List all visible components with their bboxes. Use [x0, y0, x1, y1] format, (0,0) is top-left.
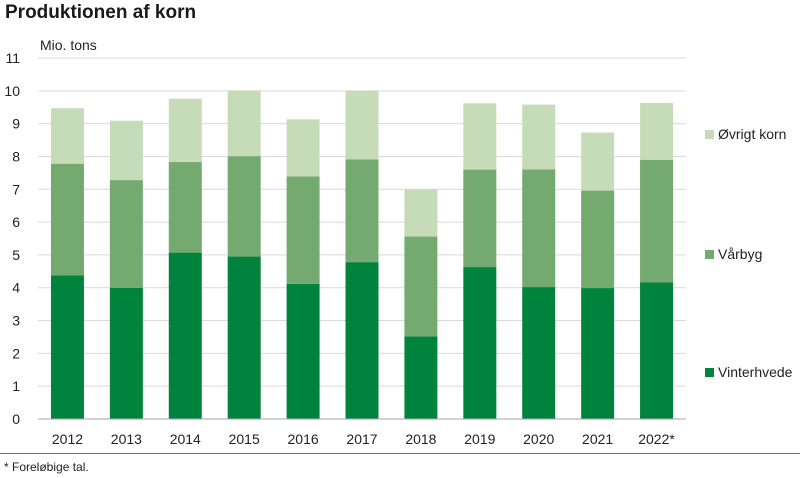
bar-segment-øvrigt-korn[interactable] [581, 132, 615, 191]
bar-segment-vinterhvede[interactable] [640, 282, 674, 419]
legend-swatch [705, 130, 714, 139]
x-tick-label: 2015 [229, 431, 260, 447]
bar-segment-vinterhvede[interactable] [109, 287, 143, 419]
y-tick-label: 3 [12, 313, 20, 329]
legend-label: Vårbyg [718, 246, 762, 262]
bar-segment-vårbyg[interactable] [227, 156, 261, 257]
bar-segment-øvrigt-korn[interactable] [109, 120, 143, 181]
x-tick-label: 2021 [582, 431, 613, 447]
bar-segment-øvrigt-korn[interactable] [50, 108, 84, 164]
bar-segment-øvrigt-korn[interactable] [640, 102, 674, 160]
y-tick-label: 0 [12, 411, 20, 427]
bar-segment-vinterhvede[interactable] [463, 267, 497, 419]
y-tick-label: 6 [12, 214, 20, 230]
bar-segment-vinterhvede[interactable] [50, 275, 84, 419]
x-tick-label: 2022* [638, 431, 675, 447]
x-tick-label: 2014 [170, 431, 201, 447]
bar-segment-vårbyg[interactable] [404, 236, 438, 337]
bar-segment-vårbyg[interactable] [581, 190, 615, 289]
y-tick-label: 10 [4, 83, 20, 99]
bar-segment-vinterhvede[interactable] [286, 283, 320, 419]
y-tick-label: 2 [12, 345, 20, 361]
bar-segment-øvrigt-korn[interactable] [463, 103, 497, 170]
legend-swatch [705, 368, 714, 377]
bar-segment-vinterhvede[interactable] [345, 262, 379, 419]
bar-segment-vinterhvede[interactable] [581, 288, 615, 419]
bar-segment-vårbyg[interactable] [50, 163, 84, 276]
y-tick-label: 7 [12, 181, 20, 197]
legend-label: Øvrigt korn [718, 126, 786, 142]
y-tick-label: 9 [12, 116, 20, 132]
legend[interactable]: Øvrigt korn Vårbyg Vinterhvede [705, 126, 793, 380]
bottom-rule [0, 453, 800, 454]
x-tick-label: 2018 [405, 431, 436, 447]
bar-segment-vårbyg[interactable] [522, 169, 556, 288]
y-axis-label: Mio. tons [40, 37, 97, 53]
bar-segment-vinterhvede[interactable] [404, 336, 438, 419]
bar-segment-vårbyg[interactable] [109, 180, 143, 288]
x-tick-label: 2013 [111, 431, 142, 447]
chart-title: Produktionen af korn [5, 2, 197, 23]
x-tick-label: 2020 [523, 431, 554, 447]
bar-segment-vårbyg[interactable] [640, 159, 674, 283]
bar-segment-vinterhvede[interactable] [168, 252, 202, 419]
x-tick-label: 2017 [346, 431, 377, 447]
bar-segment-vårbyg[interactable] [286, 176, 320, 284]
bar-segment-vårbyg[interactable] [168, 162, 202, 253]
x-tick-label: 2016 [288, 431, 319, 447]
bar-segment-øvrigt-korn[interactable] [227, 90, 261, 157]
bar-segment-øvrigt-korn[interactable] [168, 98, 202, 163]
bar-segment-øvrigt-korn[interactable] [522, 104, 556, 170]
axes: 0 1 2 3 4 5 6 7 8 9 10 11 Mio. tons 2012 2013 2014 2015 2… [4, 37, 686, 447]
y-tick-label: 4 [12, 280, 20, 296]
legend-label: Vinterhvede [718, 364, 793, 380]
bar-segment-vårbyg[interactable] [463, 169, 497, 268]
footnote: * Foreløbige tal. [4, 460, 89, 474]
y-tick-label: 1 [12, 378, 20, 394]
legend-swatch [705, 250, 714, 259]
x-tick-label: 2019 [464, 431, 495, 447]
bar-segment-vårbyg[interactable] [345, 159, 379, 263]
bar-segment-vinterhvede[interactable] [227, 256, 261, 419]
x-tick-label: 2012 [52, 431, 83, 447]
bar-segment-øvrigt-korn[interactable] [404, 189, 438, 237]
bars [50, 90, 674, 419]
bar-segment-vinterhvede[interactable] [522, 287, 556, 419]
y-tick-label: 11 [5, 50, 20, 66]
y-tick-label: 5 [12, 247, 20, 263]
bar-segment-øvrigt-korn[interactable] [345, 90, 379, 160]
bar-segment-øvrigt-korn[interactable] [286, 119, 320, 177]
y-tick-label: 8 [12, 148, 20, 164]
